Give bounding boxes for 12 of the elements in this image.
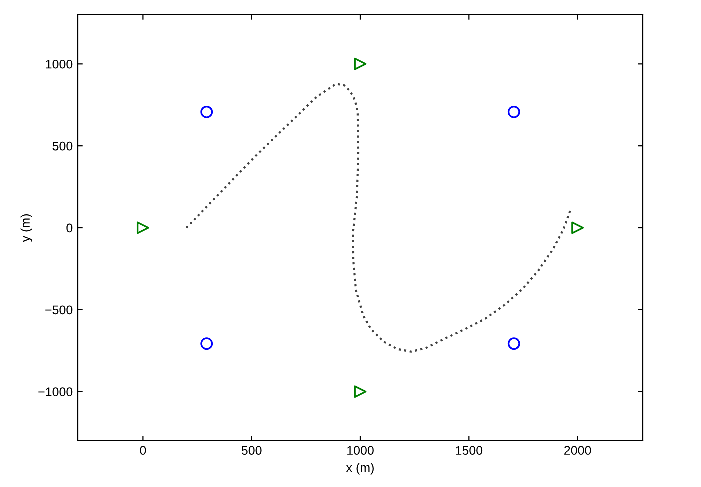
x-tick-label: 2000: [564, 446, 592, 456]
y-tick-label: −500: [46, 306, 73, 315]
y-tick-label: 1000: [46, 60, 73, 69]
x-tick-label: 0: [140, 446, 146, 456]
x-axis-title: x (m): [346, 463, 374, 475]
x-tick-label: 1500: [456, 446, 483, 456]
y-tick-label: 0: [66, 224, 73, 233]
y-axis-title: y (m): [20, 214, 32, 242]
x-tick-label: 1000: [348, 446, 374, 456]
y-tick-label: −1000: [38, 388, 73, 396]
y-tick-label: 500: [52, 142, 73, 151]
x-tick-label: 500: [242, 446, 262, 456]
